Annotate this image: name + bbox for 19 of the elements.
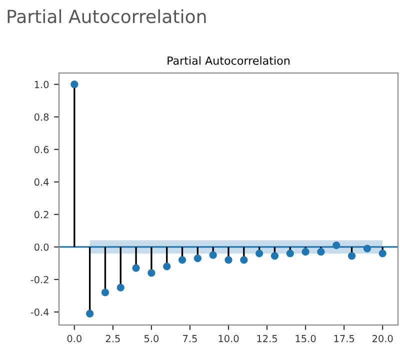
y-tick-label: -0.4 [30, 308, 49, 316]
x-tick-label: 2.5 [106, 334, 120, 342]
x-tick-label: 10.0 [218, 334, 239, 342]
chart-title: Partial Autocorrelation [8, 9, 206, 24]
y-tick-label: 1.0 [34, 80, 49, 88]
chart-subtitle: Partial Autocorrelation [168, 56, 290, 65]
y-tick-label: 0.0 [34, 243, 49, 251]
x-tick-label: 15.0 [296, 334, 316, 342]
x-tick-label: 0.0 [67, 334, 82, 342]
x-tick-label: 20.0 [372, 334, 393, 342]
y-tick-label: 0.8 [34, 113, 49, 121]
x-tick-label: 17.5 [334, 335, 354, 342]
y-tick-label: 0.6 [34, 146, 49, 154]
x-tick-label: 5.0 [144, 334, 159, 342]
x-tick-label: 7.5 [183, 335, 197, 342]
x-tick-label: 12.5 [257, 334, 277, 342]
y-tick-label: -0.2 [30, 276, 48, 284]
y-tick-label: 0.2 [34, 210, 48, 218]
y-tick-label: 0.4 [34, 178, 49, 186]
